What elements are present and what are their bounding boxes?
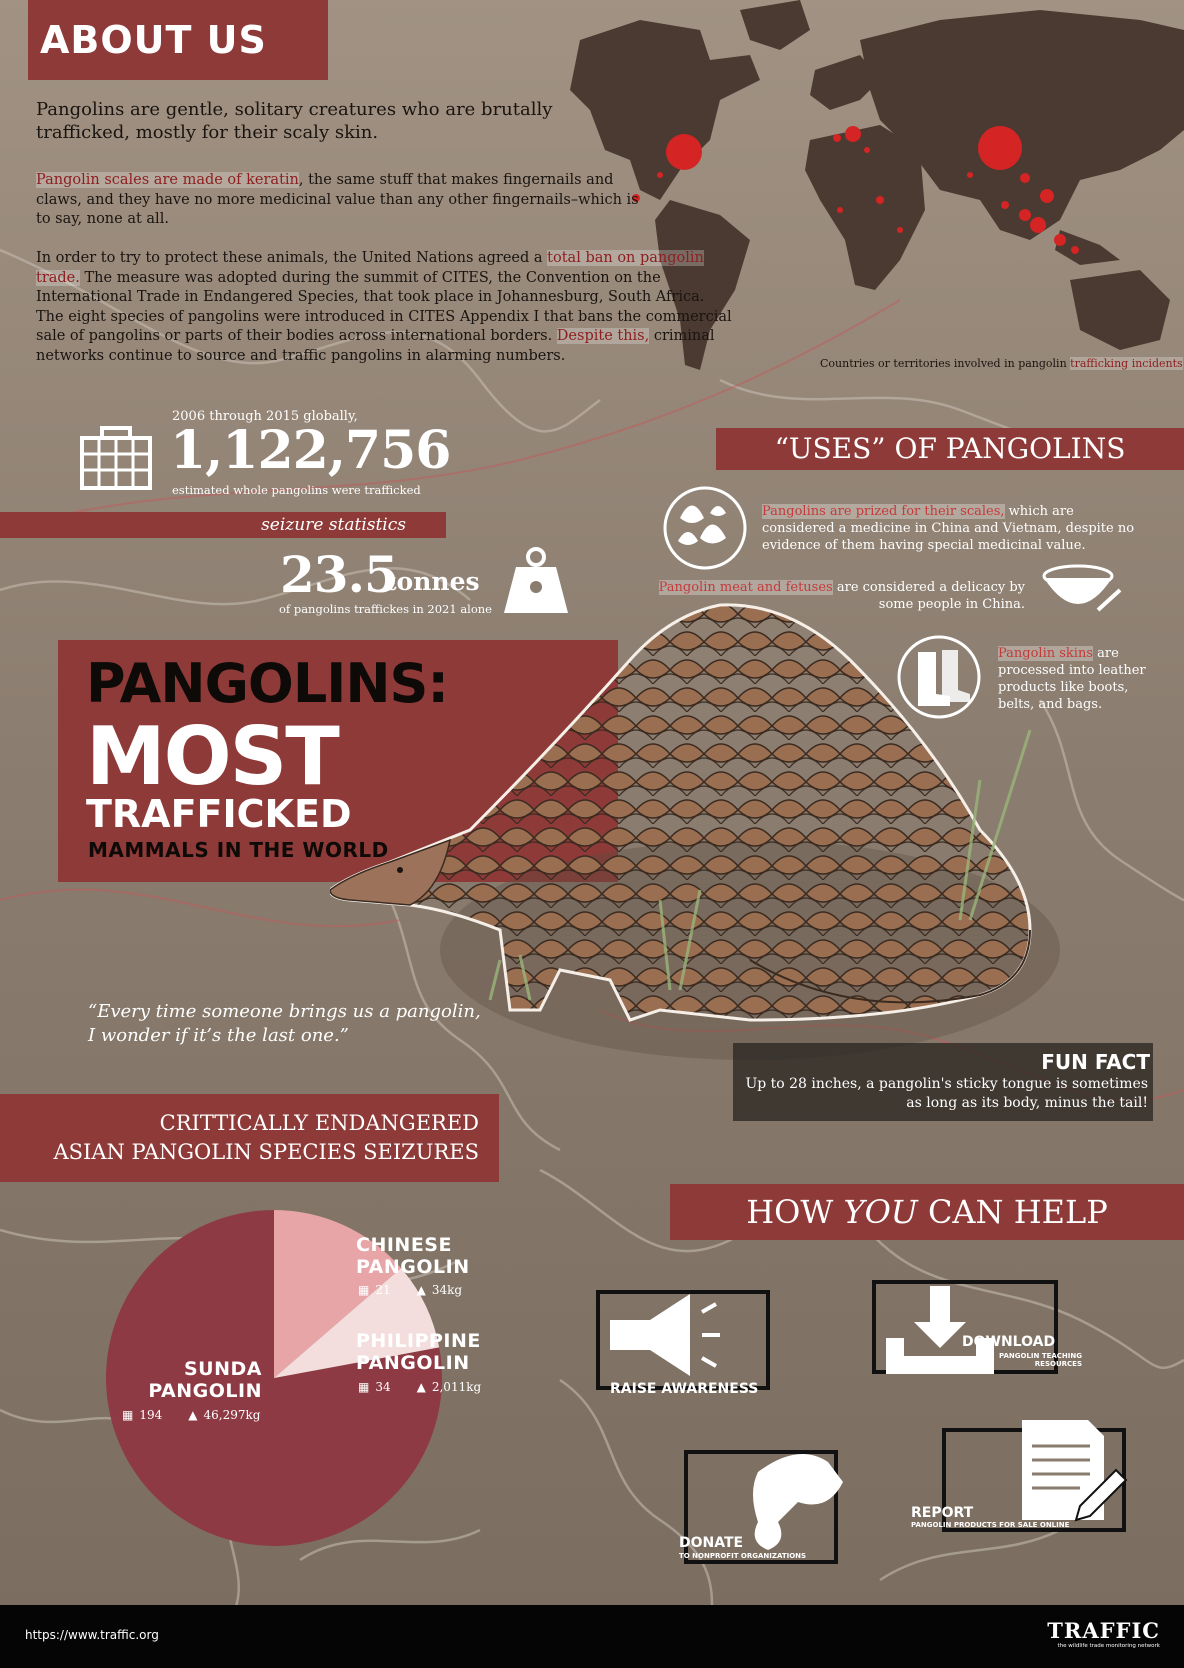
- bowl-icon: [1042, 564, 1122, 612]
- report-label[interactable]: REPORT: [911, 1505, 974, 1521]
- cites-text-c: criminal networks continue to source and…: [36, 328, 715, 364]
- weight-icon: ▲: [416, 1283, 426, 1297]
- report-sublabel: PANGOLIN PRODUCTS FOR SALE ONLINE: [911, 1521, 1070, 1529]
- download-sublabel: PANGOLIN TEACHING RESOURCES: [999, 1352, 1082, 1368]
- intro-text: Pangolins are gentle, solitary creatures…: [36, 99, 553, 143]
- philippine-name-1: PHILIPPINE: [356, 1330, 481, 1352]
- chinese-name-2: PANGOLIN: [356, 1256, 470, 1278]
- map-caption: Countries or territories involved in pan…: [820, 357, 1183, 370]
- footer-url-link[interactable]: https://www.traffic.org: [25, 1628, 159, 1642]
- use-skins-rest: are processed into leather products like…: [998, 646, 1146, 712]
- hero-line-1: PANGOLINS:: [86, 652, 449, 715]
- fun-fact-title: FUN FACT: [1041, 1050, 1150, 1074]
- sunda-weight: 46,297kg: [203, 1408, 261, 1422]
- philippine-pangolin-stats: ▦ 34 ▲ 2,011kg: [358, 1380, 481, 1394]
- stat2-caption: of pangolins traffickes in 2021 alone: [279, 602, 492, 616]
- use-meat-text: Pangolin meat and fetuses are considered…: [650, 579, 1025, 613]
- seizures-title-line-2: ASIAN PANGOLIN SPECIES SEIZURES: [53, 1140, 479, 1164]
- crate-icon: [80, 426, 152, 490]
- help-title-b: CAN HELP: [917, 1193, 1108, 1231]
- philippine-count: 34: [375, 1380, 391, 1394]
- seizure-statistics-label: seizure statistics: [0, 512, 446, 538]
- chinese-pangolin-label: CHINESE PANGOLIN: [356, 1234, 470, 1278]
- stat1-caption: estimated whole pangolins were trafficke…: [172, 483, 421, 497]
- pangolin-illustration: [330, 603, 1060, 1060]
- sunda-name-1: SUNDA: [184, 1358, 262, 1380]
- stat2-unit: tonnes: [385, 567, 480, 596]
- despite-highlight: Despite this,: [556, 328, 650, 344]
- use-skins-highlight: Pangolin skins: [998, 646, 1094, 661]
- map-caption-highlight: trafficking incidents: [1070, 357, 1183, 370]
- seizures-title-line-1: CRITTICALLY ENDANGERED: [159, 1111, 479, 1135]
- chinese-name-1: CHINESE: [356, 1234, 452, 1256]
- help-title: HOW YOU CAN HELP: [670, 1184, 1184, 1240]
- download-label[interactable]: DOWNLOAD: [962, 1334, 1056, 1350]
- chinese-weight: 34kg: [431, 1283, 463, 1297]
- pie-slice-philippine-pangolin: [274, 1210, 402, 1378]
- raise-awareness-label[interactable]: RAISE AWARENESS: [610, 1381, 759, 1397]
- sunda-pangolin-stats: ▦ 194 ▲ 46,297kg: [122, 1408, 260, 1422]
- sunda-name-2: PANGOLIN: [148, 1380, 262, 1402]
- trafficking-hotspots: [632, 126, 1079, 254]
- sunda-pangolin-label: SUNDA PANGOLIN: [124, 1358, 262, 1402]
- map-caption-text: Countries or territories involved in pan…: [820, 357, 1071, 370]
- about-title: ABOUT US: [28, 0, 328, 80]
- donate-hand-icon[interactable]: [678, 1432, 862, 1570]
- stat2-number: 23.5: [280, 545, 399, 604]
- use-skins-text: Pangolin skins are processed into leathe…: [998, 645, 1148, 713]
- use-scales-text: Pangolins are prized for their scales, w…: [762, 503, 1142, 554]
- seizures-title: CRITTICALLY ENDANGERED ASIAN PANGOLIN SP…: [0, 1094, 499, 1182]
- megaphone-icon[interactable]: [590, 1280, 780, 1410]
- sunda-count: 194: [139, 1408, 163, 1422]
- seizures-pie-chart: [106, 1210, 443, 1546]
- keratin-rest: , the same stuff that makes fingernails …: [36, 172, 639, 227]
- use-scales-rest: which are considered a medicine in China…: [762, 504, 1135, 553]
- use-scales-highlight: Pangolins are prized for their scales,: [762, 504, 1005, 519]
- use-meat-rest: are considered a delicacy by some people…: [832, 580, 1025, 612]
- cites-text-a: In order to try to protect these animals…: [36, 250, 548, 266]
- donate-label[interactable]: DONATE: [679, 1535, 744, 1551]
- traffic-tagline: the wildlife trade monitoring network: [1057, 1643, 1160, 1649]
- pie-slice-sunda-pangolin: [106, 1210, 443, 1546]
- scales-icon: [663, 486, 747, 570]
- keratin-highlight: Pangolin scales are made of keratin: [36, 172, 299, 188]
- keratin-paragraph: Pangolin scales are made of keratin, the…: [36, 171, 646, 230]
- traffic-logo: TRAFFIC: [1047, 1618, 1160, 1643]
- boots-icon: [897, 635, 981, 719]
- hero-line-2: MOST: [86, 710, 340, 803]
- cites-paragraph: In order to try to protect these animals…: [36, 249, 736, 366]
- stat1-period: 2006 through 2015 globally,: [172, 409, 358, 424]
- weight-icon: ▲: [416, 1380, 426, 1394]
- footer: [0, 1605, 1184, 1668]
- crate-icon: ▦: [358, 1283, 370, 1297]
- report-document-icon[interactable]: [940, 1416, 1140, 1542]
- pie-slice-chinese-pangolin: [274, 1268, 440, 1378]
- chinese-count: 21: [375, 1283, 391, 1297]
- crate-icon: ▦: [122, 1408, 134, 1422]
- chinese-pangolin-stats: ▦ 21 ▲ 34kg: [358, 1283, 462, 1297]
- donate-sublabel: TO NONPROFIT ORGANIZATIONS: [679, 1552, 807, 1560]
- philippine-pangolin-label: PHILIPPINE PANGOLIN: [356, 1330, 481, 1374]
- crate-icon: ▦: [358, 1380, 370, 1394]
- quote: “Every time someone brings us a pangolin…: [88, 1001, 481, 1046]
- weight-icon: ▲: [188, 1408, 198, 1422]
- philippine-name-2: PANGOLIN: [356, 1352, 470, 1374]
- world-map: [570, 0, 1184, 370]
- fun-fact-text: Up to 28 inches, a pangolin's sticky ton…: [745, 1076, 1148, 1111]
- fun-fact-box: [733, 1043, 1153, 1121]
- stat1-number: 1,122,756: [170, 420, 451, 481]
- help-title-em: YOU: [843, 1193, 918, 1231]
- help-title-a: HOW: [746, 1193, 844, 1231]
- uses-title: “USES” OF PANGOLINS: [716, 428, 1184, 470]
- download-icon[interactable]: [870, 1278, 1060, 1388]
- hero-line-3: TRAFFICKED: [86, 792, 352, 836]
- weight-icon: [504, 547, 568, 613]
- hero-line-4: MAMMALS IN THE WORLD: [88, 838, 389, 862]
- philippine-weight: 2,011kg: [431, 1380, 482, 1394]
- use-meat-highlight: Pangolin meat and fetuses: [658, 580, 833, 595]
- cites-text-b: The measure was adopted during the summi…: [36, 269, 732, 345]
